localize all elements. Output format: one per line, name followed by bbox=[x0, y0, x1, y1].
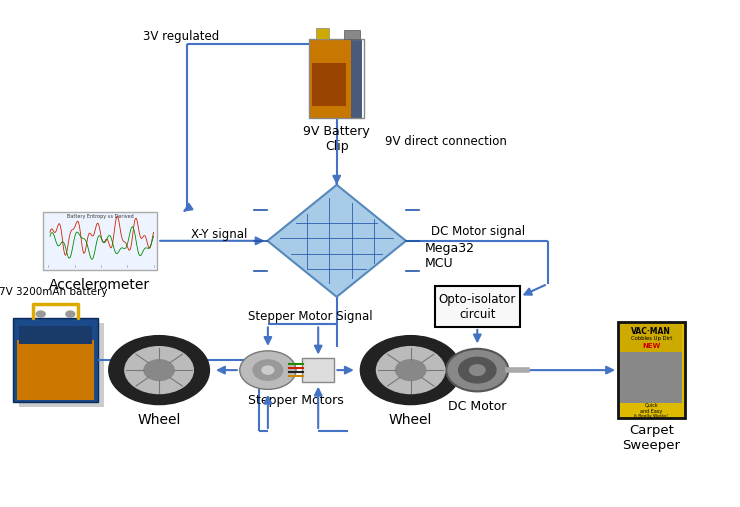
Text: DC Motor signal: DC Motor signal bbox=[431, 225, 525, 238]
Circle shape bbox=[262, 366, 274, 374]
FancyBboxPatch shape bbox=[435, 286, 520, 327]
Text: Wheel: Wheel bbox=[138, 413, 181, 427]
Polygon shape bbox=[267, 185, 406, 297]
Text: Accelerometer: Accelerometer bbox=[50, 278, 150, 292]
Text: It Really Works!: It Really Works! bbox=[634, 414, 668, 418]
FancyBboxPatch shape bbox=[17, 340, 93, 400]
Text: X-Y signal: X-Y signal bbox=[191, 228, 247, 241]
FancyBboxPatch shape bbox=[302, 358, 334, 382]
Bar bbox=[316, 28, 329, 40]
Text: Mega32
MCU: Mega32 MCU bbox=[425, 242, 474, 270]
Circle shape bbox=[396, 360, 426, 380]
FancyBboxPatch shape bbox=[342, 40, 362, 118]
FancyBboxPatch shape bbox=[620, 352, 682, 403]
Text: VAC·MAN: VAC·MAN bbox=[631, 327, 671, 336]
Circle shape bbox=[109, 336, 209, 405]
Circle shape bbox=[377, 347, 445, 393]
FancyBboxPatch shape bbox=[309, 40, 351, 118]
Circle shape bbox=[36, 311, 45, 317]
Circle shape bbox=[240, 351, 296, 389]
Text: Stepper Motor Signal: Stepper Motor Signal bbox=[249, 310, 373, 323]
Text: Battery Entropy vs Derived: Battery Entropy vs Derived bbox=[67, 214, 133, 219]
Circle shape bbox=[125, 347, 193, 393]
FancyBboxPatch shape bbox=[312, 63, 346, 106]
Text: 9V direct connection: 9V direct connection bbox=[385, 135, 507, 148]
Text: Stepper Motors: Stepper Motors bbox=[248, 394, 344, 407]
Text: 3V regulated: 3V regulated bbox=[143, 30, 220, 43]
Text: Opto-isolator
circuit: Opto-isolator circuit bbox=[439, 293, 516, 321]
Circle shape bbox=[470, 365, 485, 375]
FancyBboxPatch shape bbox=[618, 322, 684, 418]
Circle shape bbox=[459, 357, 496, 383]
Circle shape bbox=[144, 360, 174, 380]
Text: NEW: NEW bbox=[642, 343, 660, 349]
FancyBboxPatch shape bbox=[19, 323, 104, 407]
Text: Cobbles Up Dirt: Cobbles Up Dirt bbox=[630, 336, 672, 341]
FancyBboxPatch shape bbox=[620, 324, 682, 352]
Text: Carpet
Sweeper: Carpet Sweeper bbox=[622, 423, 680, 452]
FancyBboxPatch shape bbox=[19, 325, 92, 344]
Bar bbox=[344, 30, 360, 40]
Text: 9V Battery
Clip: 9V Battery Clip bbox=[303, 125, 370, 153]
Text: Quick
and Easy: Quick and Easy bbox=[640, 403, 662, 414]
Text: DC Motor: DC Motor bbox=[448, 400, 506, 413]
FancyBboxPatch shape bbox=[43, 212, 158, 270]
Text: 9.7V 3200mAh battery: 9.7V 3200mAh battery bbox=[0, 287, 107, 297]
Circle shape bbox=[446, 349, 508, 391]
FancyBboxPatch shape bbox=[13, 318, 98, 402]
Circle shape bbox=[360, 336, 461, 405]
Text: Wheel: Wheel bbox=[389, 413, 432, 427]
Circle shape bbox=[66, 311, 75, 317]
Circle shape bbox=[253, 360, 283, 380]
